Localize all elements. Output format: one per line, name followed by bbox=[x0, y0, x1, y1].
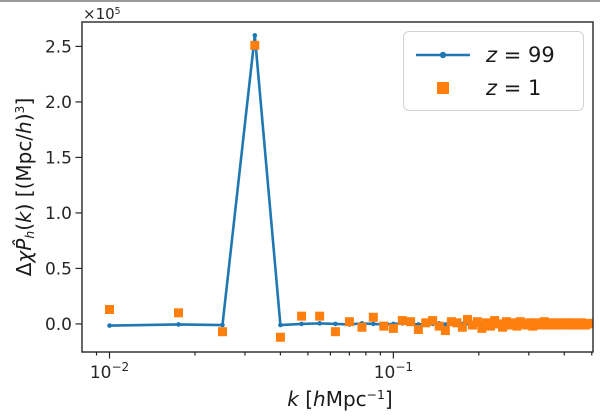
ylabel-chi-phat: χP̂ bbox=[12, 238, 36, 263]
legend-label-z1: z = 1 bbox=[486, 76, 541, 100]
ylabel-k: k bbox=[12, 211, 36, 223]
legend-square-marker bbox=[437, 81, 449, 94]
x-axis-ticks bbox=[95, 352, 593, 359]
y-tick-label: 0.5 bbox=[45, 259, 72, 279]
legend-z-symbol: z bbox=[486, 75, 498, 100]
series-markers-z1 bbox=[105, 40, 593, 342]
y-tick-label: 2.5 bbox=[45, 37, 72, 57]
y-tick-label: 1.0 bbox=[45, 204, 72, 224]
y-axis-label: ΔχP̂h(k) [(Mpc/h)3] bbox=[12, 98, 38, 277]
y-tick-label: 0.0 bbox=[45, 315, 72, 335]
xlabel-bracket-close: ] bbox=[384, 387, 393, 411]
x-tick-label: 10−1 bbox=[374, 360, 413, 383]
x-axis-label: k [hMpc−1] bbox=[287, 387, 392, 411]
y-tick-label: 2.0 bbox=[45, 93, 72, 113]
y-axis-ticks bbox=[75, 45, 82, 325]
ylabel-unit-open: ) [(Mpc/ bbox=[12, 133, 36, 212]
legend-value-99: = 99 bbox=[497, 42, 555, 67]
window-top-border bbox=[0, 0, 600, 2]
y-axis-offset-text: ×105 bbox=[83, 5, 121, 23]
ylabel-unit-close: ) bbox=[12, 113, 36, 122]
legend: z = 99 z = 1 bbox=[403, 31, 584, 111]
ylabel-open-paren: ( bbox=[12, 222, 36, 231]
offset-base: ×10 bbox=[83, 5, 115, 23]
legend-value-1: = 1 bbox=[497, 75, 542, 100]
xlabel-h: h bbox=[313, 387, 326, 411]
ylabel-cubed: 3 bbox=[12, 105, 28, 114]
chart-series bbox=[105, 33, 593, 342]
xlabel-mpc: Mpc bbox=[325, 387, 367, 411]
ylabel-unit-h: h bbox=[12, 121, 36, 134]
xlabel-inverse-exponent: −1 bbox=[366, 387, 385, 403]
ylabel-subscript-h: h bbox=[22, 230, 38, 239]
legend-dot-marker bbox=[439, 51, 447, 58]
xlabel-k: k bbox=[287, 387, 299, 411]
legend-entry-z1: z = 1 bbox=[414, 76, 573, 100]
legend-square-icon bbox=[437, 81, 449, 94]
legend-label-z99: z = 99 bbox=[486, 43, 555, 67]
legend-z-symbol: z bbox=[486, 42, 498, 67]
offset-exponent: 5 bbox=[114, 5, 121, 17]
ylabel-delta: Δ bbox=[12, 262, 36, 277]
legend-entry-z99: z = 99 bbox=[414, 43, 573, 67]
xlabel-bracket-open: [ bbox=[298, 387, 314, 411]
plot-border bbox=[81, 21, 594, 353]
y-tick-label: 1.5 bbox=[45, 148, 72, 168]
legend-line-dot-icon bbox=[416, 51, 470, 58]
x-tick-label: 10−2 bbox=[90, 360, 129, 383]
